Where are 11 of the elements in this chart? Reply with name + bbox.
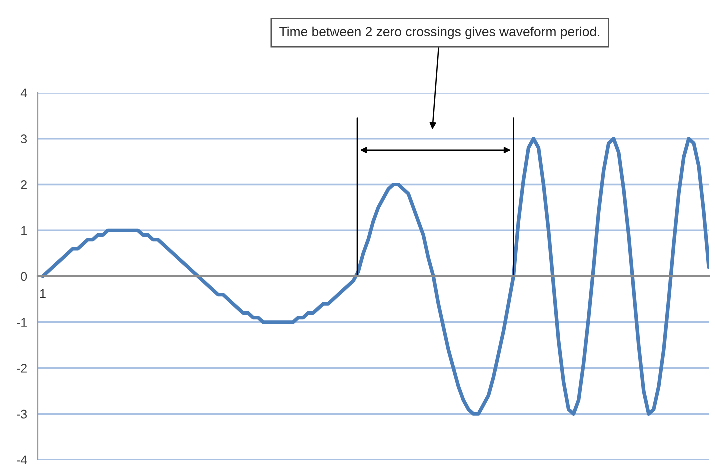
line-series bbox=[41, 137, 709, 416]
y-tick-label: 1 bbox=[22, 226, 27, 236]
y-tick-label: 3 bbox=[21, 134, 28, 144]
text: Time between 2 zero crossings gives waveform period. bbox=[280, 26, 600, 40]
y-tick-label: -3 bbox=[17, 410, 28, 419]
y-tick-label: 2 bbox=[21, 180, 27, 190]
y-tick-label: 4 bbox=[20, 88, 28, 98]
y-tick-label: -2 bbox=[17, 364, 27, 373]
y-tick-label: -1 bbox=[17, 318, 27, 327]
y-tick-label: 0 bbox=[21, 272, 28, 282]
y-tick-label: -4 bbox=[17, 456, 28, 465]
